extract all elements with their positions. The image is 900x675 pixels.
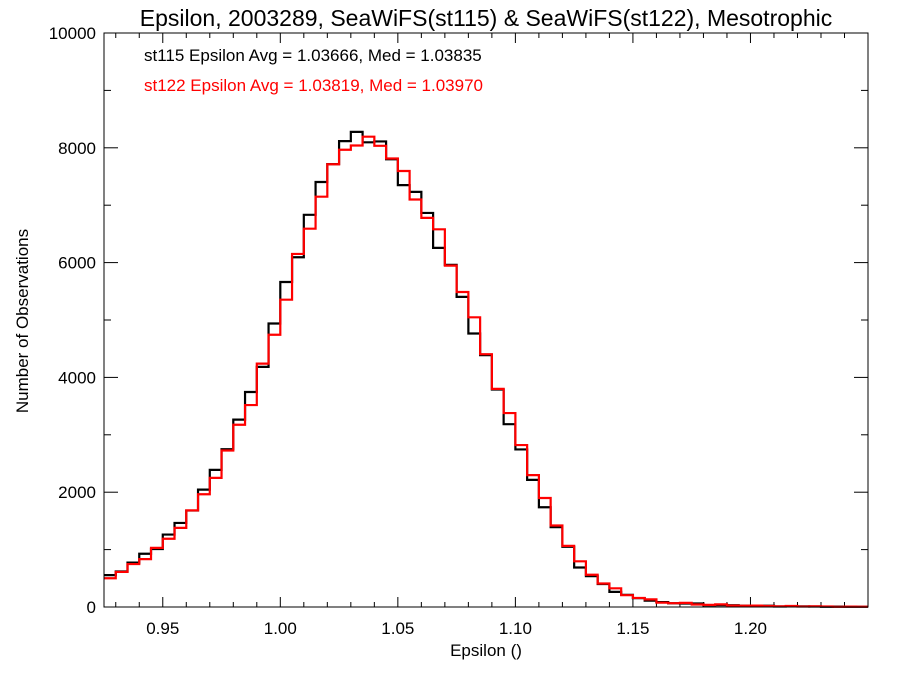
y-tick-label: 0 bbox=[87, 598, 96, 617]
x-tick-label: 1.00 bbox=[264, 619, 297, 638]
y-tick-label: 8000 bbox=[58, 139, 96, 158]
y-axis-label: Number of Observations bbox=[13, 229, 32, 413]
series-line-2 bbox=[104, 135, 868, 608]
y-tick-label: 4000 bbox=[58, 368, 96, 387]
x-tick-label: 1.20 bbox=[734, 619, 767, 638]
x-tick-label: 1.05 bbox=[381, 619, 414, 638]
x-tick-label: 1.10 bbox=[499, 619, 532, 638]
data-series bbox=[104, 130, 868, 608]
y-tick-label: 2000 bbox=[58, 483, 96, 502]
x-axis-label: Epsilon () bbox=[450, 641, 522, 660]
chart-title: Epsilon, 2003289, SeaWiFS(st115) & SeaWi… bbox=[140, 5, 832, 31]
y-tick-label: 10000 bbox=[49, 24, 96, 43]
axis-ticks: 0.95 1.00 1.05 1.10 1.15 1.20 0 2000 4000 6000 800… bbox=[49, 24, 868, 638]
y-tick-label: 6000 bbox=[58, 254, 96, 273]
annotation-text: st115 Epsilon Avg = 1.03666, Med = 1.038… bbox=[144, 46, 482, 65]
x-tick-label: 1.15 bbox=[616, 619, 649, 638]
x-tick-label: 0.95 bbox=[146, 619, 179, 638]
annotation-text: st122 Epsilon Avg = 1.03819, Med = 1.039… bbox=[144, 76, 483, 95]
plot-frame bbox=[103, 32, 869, 608]
annotations: st115 Epsilon Avg = 1.03666, Med = 1.038… bbox=[144, 46, 483, 95]
